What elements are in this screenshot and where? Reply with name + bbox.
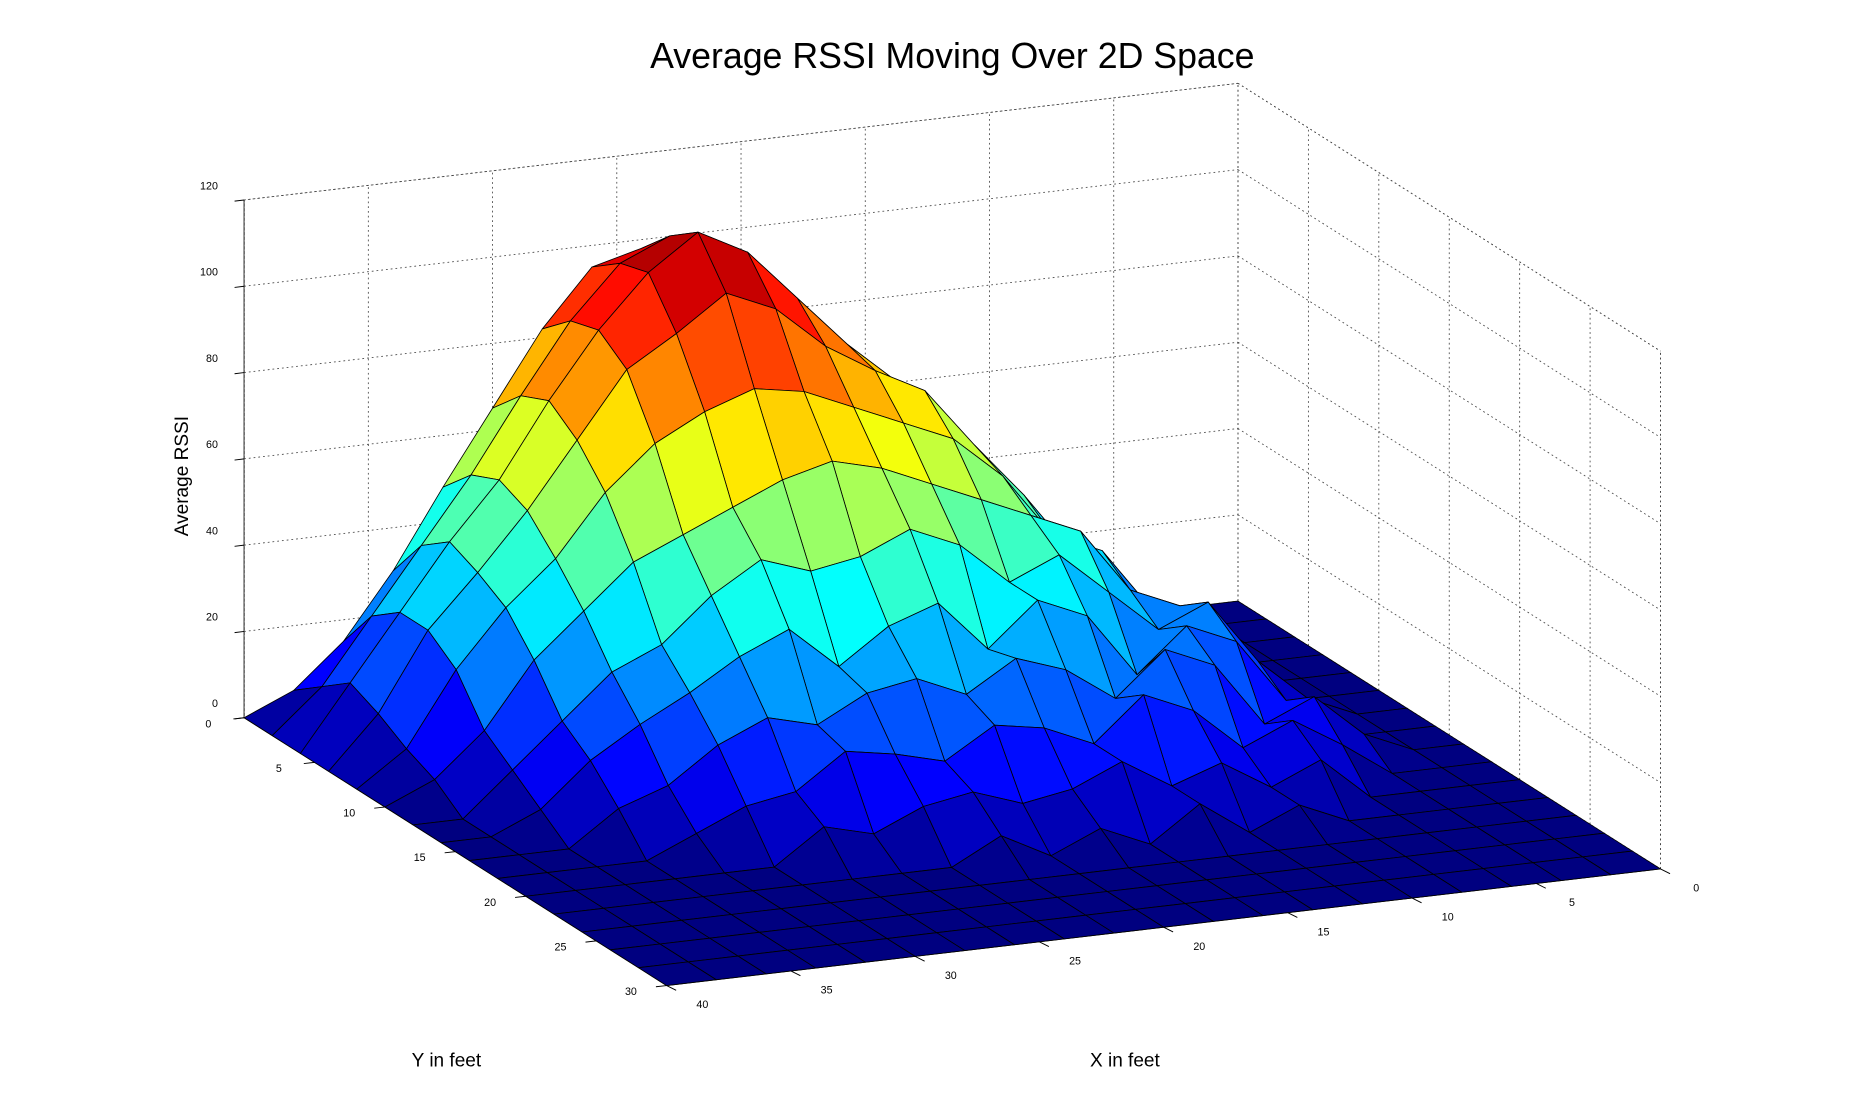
z-tick-label: 0 bbox=[212, 698, 218, 710]
y-tick-mark bbox=[444, 851, 456, 854]
y-tick-label: 15 bbox=[414, 852, 426, 864]
z-tick-label: 60 bbox=[206, 439, 218, 451]
tick-labels: 0 5 10 15 20 25 30 35 40 0 5 10 15 20 25 30 0 20 40 60 80 100… bbox=[200, 180, 1699, 1011]
x-tick-label: 20 bbox=[1193, 941, 1205, 953]
x-tick-label: 0 bbox=[1693, 883, 1699, 895]
y-tick-label: 10 bbox=[343, 808, 355, 820]
chart-title: Average RSSI Moving Over 2D Space bbox=[650, 36, 1254, 76]
x-tick-mark bbox=[1287, 912, 1298, 918]
z-grid-line bbox=[1237, 169, 1661, 438]
x-tick-mark bbox=[790, 970, 801, 977]
x-tick-label: 35 bbox=[821, 985, 833, 997]
y-tick-mark bbox=[515, 895, 526, 898]
z-tick-label: 40 bbox=[206, 525, 218, 537]
y-tick-mark bbox=[303, 761, 315, 765]
x-tick-label: 25 bbox=[1069, 955, 1081, 967]
y-tick-label: 25 bbox=[555, 941, 567, 953]
z-axis-label: Average RSSI bbox=[172, 416, 193, 536]
y-tick-label: 30 bbox=[625, 986, 637, 998]
x-axis-label: X in feet bbox=[1090, 1050, 1161, 1071]
y-axis-label: Y in feet bbox=[412, 1050, 482, 1071]
y-tick-mark bbox=[655, 985, 667, 988]
y-tick-label: 5 bbox=[276, 763, 282, 775]
z-tick-label: 20 bbox=[206, 612, 218, 624]
z-tick-mark bbox=[234, 285, 245, 288]
z-tick-mark bbox=[234, 199, 245, 202]
z-tick-label: 80 bbox=[206, 353, 218, 365]
z-grid-line bbox=[244, 82, 1239, 201]
z-tick-label: 120 bbox=[200, 180, 218, 192]
x-tick-mark bbox=[1536, 883, 1547, 889]
y-tick-label: 20 bbox=[484, 897, 496, 909]
y-tick-label: 0 bbox=[205, 718, 211, 730]
x-tick-mark bbox=[1411, 897, 1422, 904]
z-tick-mark bbox=[234, 717, 245, 720]
z-tick-label: 100 bbox=[200, 267, 218, 279]
x-tick-label: 40 bbox=[696, 999, 708, 1011]
z-tick-mark bbox=[234, 458, 245, 461]
z-tick-mark bbox=[234, 544, 245, 547]
z-tick-mark bbox=[234, 372, 245, 375]
x-tick-label: 5 bbox=[1569, 897, 1575, 909]
x-tick-label: 30 bbox=[945, 970, 957, 982]
x-tick-mark bbox=[1039, 941, 1050, 947]
x-tick-mark bbox=[1163, 926, 1174, 933]
y-tick-mark bbox=[374, 806, 385, 809]
y-tick-mark bbox=[585, 940, 597, 943]
surface bbox=[243, 231, 1661, 986]
x-tick-mark bbox=[914, 955, 925, 962]
x-tick-label: 10 bbox=[1442, 912, 1454, 924]
z-grid-line bbox=[244, 169, 1239, 287]
x-tick-mark bbox=[1660, 868, 1671, 875]
z-tick-mark bbox=[234, 630, 245, 634]
x-tick-label: 15 bbox=[1318, 926, 1330, 938]
x-tick-mark bbox=[666, 985, 677, 991]
